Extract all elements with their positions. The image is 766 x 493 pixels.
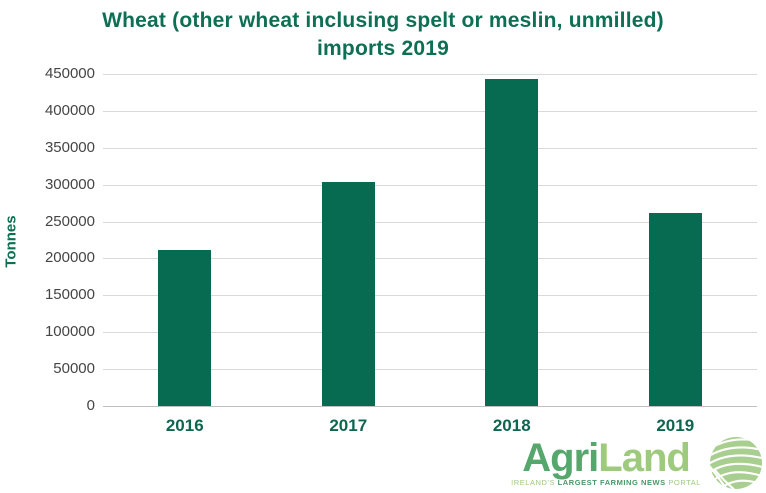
chart-title-line1: Wheat (other wheat inclusing spelt or me…: [102, 9, 664, 32]
x-tick-label: 2017: [329, 416, 368, 435]
y-tick-label: 300000: [44, 175, 95, 193]
chart-title: Wheat (other wheat inclusing spelt or me…: [0, 7, 766, 63]
y-axis-title: Tonnes: [2, 215, 20, 268]
gridline: [103, 74, 757, 75]
agriland-tagline: IRELAND'S LARGEST FARMING NEWS PORTAL: [511, 478, 701, 487]
agriland-tagline-part3: PORTAL: [665, 477, 701, 487]
agriland-logo: AgriLand IRELAND'S LARGEST FARMING NEWS …: [511, 437, 762, 489]
agriland-wordmark-part2: Land: [598, 435, 691, 480]
y-tick-label: 50000: [53, 360, 95, 378]
agriland-tagline-part1: IRELAND'S: [511, 477, 558, 487]
x-tick-label: 2016: [165, 416, 204, 435]
y-tick-label: 350000: [44, 138, 95, 156]
y-tick-label: 150000: [44, 286, 95, 304]
bar-2019: [648, 213, 702, 406]
gridline: [103, 147, 757, 149]
agriland-globe-icon: [710, 437, 762, 489]
chart-title-line2: imports 2019: [317, 37, 449, 60]
gridline: [103, 369, 757, 371]
bar-2018: [485, 79, 539, 406]
agriland-tagline-part2: LARGEST FARMING NEWS: [557, 477, 666, 487]
agriland-wordmark: AgriLand: [522, 438, 691, 478]
bar-2016: [158, 250, 212, 406]
y-tick-label: 0: [86, 397, 95, 414]
gridline: [103, 110, 757, 112]
y-tick-label: 400000: [44, 101, 95, 119]
gridline: [103, 258, 757, 260]
y-tick-label: 250000: [44, 212, 95, 230]
gridline: [103, 184, 757, 186]
bar-2017: [321, 181, 375, 406]
gridline: [103, 221, 757, 223]
x-axis-line: [103, 406, 757, 407]
gridline: [103, 332, 757, 334]
x-tick-label: 2019: [656, 416, 695, 435]
gridline: [103, 295, 757, 297]
agriland-wordmark-part1: Agri: [522, 435, 599, 480]
y-tick-label: 200000: [44, 249, 95, 267]
y-tick-label: 100000: [44, 323, 95, 341]
x-tick-label: 2018: [492, 416, 531, 435]
y-tick-label: 450000: [44, 65, 95, 82]
agriland-logo-text: AgriLand IRELAND'S LARGEST FARMING NEWS …: [511, 438, 701, 487]
